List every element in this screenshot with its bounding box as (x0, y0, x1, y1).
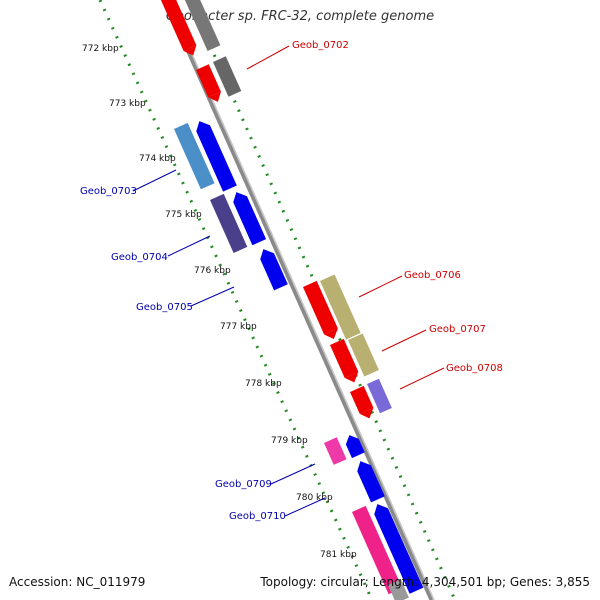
gene-geob-0703-forward[interactable] (193, 118, 237, 192)
gene-geob-0708-b[interactable] (367, 378, 392, 414)
leader-line (270, 463, 316, 485)
gene-geob-0703[interactable] (174, 122, 215, 190)
gene-geob-0706[interactable] (303, 280, 341, 342)
gene-bottom-2[interactable] (371, 501, 424, 594)
kbp-label: 773 kbp (109, 99, 146, 109)
gene-geob-0709-forward[interactable] (343, 432, 365, 459)
gene-label-geob-0702[interactable]: Geob_0702 (292, 40, 349, 51)
gene-label-geob-0708[interactable]: Geob_0708 (446, 363, 503, 374)
gene-label-geob-0710[interactable]: Geob_0710 (229, 511, 286, 522)
gene-top-reverse-2[interactable] (184, 0, 221, 51)
genome-backbone-highlight (167, 0, 435, 600)
gene-label-geob-0704[interactable]: Geob_0704 (111, 252, 168, 263)
gene-geob-0704-forward[interactable] (230, 189, 267, 246)
leader-line (167, 235, 211, 257)
gene-top-reverse-1[interactable] (160, 0, 200, 58)
gene-bottom-3[interactable] (388, 579, 409, 600)
kbp-label: 778 kbp (245, 379, 282, 389)
gene-bottom-1[interactable] (352, 505, 403, 595)
accession-text: Accession: NC_011979 (9, 575, 146, 589)
kbp-label: 774 kbp (139, 154, 176, 164)
gene-label-geob-0709[interactable]: Geob_0709 (215, 479, 272, 490)
gene-label-geob-0707[interactable]: Geob_0707 (429, 324, 486, 335)
leader-line (246, 45, 290, 70)
kbp-label: 779 kbp (271, 436, 308, 446)
gene-geob-0702-a[interactable] (196, 64, 224, 104)
gene-label-geob-0703[interactable]: Geob_0703 (80, 186, 137, 197)
gene-geob-0708[interactable] (350, 385, 377, 421)
gene-geob-0707[interactable] (330, 338, 362, 385)
gene-geob-0707-b[interactable] (348, 333, 379, 377)
gene-geob-0702-b[interactable] (213, 56, 242, 97)
gene-label-geob-0706[interactable]: Geob_0706 (404, 270, 461, 281)
kbp-label: 781 kbp (320, 550, 357, 560)
leader-line (399, 367, 445, 390)
leader-line (358, 275, 403, 298)
page-title: Geobacter sp. FRC-32, complete genome (165, 9, 435, 24)
kbp-label: 776 kbp (194, 266, 231, 276)
leader-line (190, 286, 235, 307)
gene-geob-0710[interactable] (354, 458, 385, 503)
genome-backbone (163, 0, 435, 600)
gene-geob-0705[interactable] (257, 246, 288, 291)
kbp-label: 780 kbp (296, 493, 333, 503)
gene-geob-0704[interactable] (210, 193, 248, 253)
gene-geob-0709[interactable] (324, 437, 347, 465)
leader-line (381, 329, 427, 352)
leader-line (284, 497, 326, 517)
gene-label-geob-0705[interactable]: Geob_0705 (136, 302, 193, 313)
kbp-label: 772 kbp (82, 44, 119, 54)
kbp-label: 775 kbp (165, 210, 202, 220)
gene-geob-0706-b[interactable] (320, 274, 361, 340)
kbp-label: 777 kbp (220, 322, 257, 332)
genome-summary: Topology: circular; Length: 4,304,501 bp… (260, 575, 590, 589)
leader-line (132, 169, 177, 192)
